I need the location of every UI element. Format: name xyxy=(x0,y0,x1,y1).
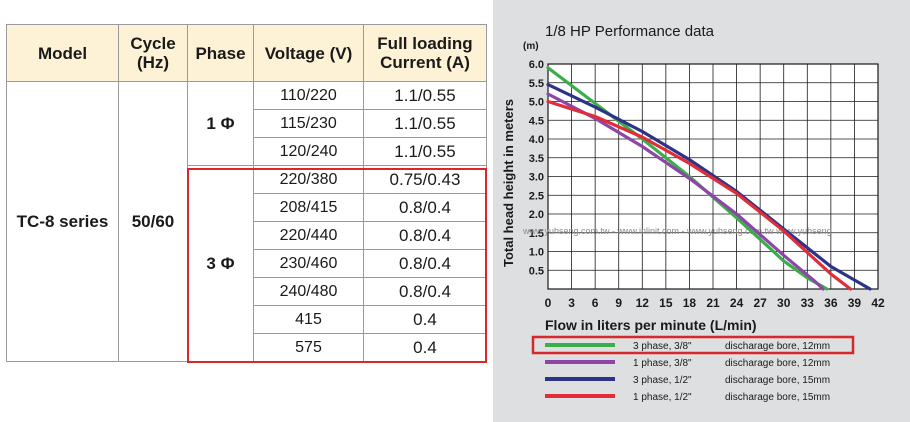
legend-series-desc: discharage bore, 15mm xyxy=(725,392,830,403)
legend-series-name: 1 phase, 1/2" xyxy=(633,392,692,403)
voltage-cell: 220/440 xyxy=(253,221,364,250)
header-phase: Phase xyxy=(187,24,254,82)
x-tick-label: 24 xyxy=(730,296,744,310)
y-tick-label: 4.0 xyxy=(529,134,544,146)
legend-series-name: 1 phase, 3/8" xyxy=(633,358,692,369)
current-cell: 1.1/0.55 xyxy=(363,81,487,110)
model-cell: TC-8 series xyxy=(6,81,119,362)
x-tick-label: 18 xyxy=(683,296,697,310)
legend-series-name: 3 phase, 1/2" xyxy=(633,375,692,386)
table-row: TC-8 series 50/60 1 Φ 110/220 1.1/0.55 xyxy=(6,81,487,362)
legend-highlight-box xyxy=(531,335,855,355)
performance-curves xyxy=(546,66,872,291)
x-tick-label: 6 xyxy=(592,296,599,310)
header-model: Model xyxy=(6,24,119,82)
table-row: 230/460 0.8/0.4 xyxy=(7,249,487,278)
header-cycle: Cycle (Hz) xyxy=(118,24,188,82)
y-axis-title: Total head height in meters xyxy=(501,99,516,267)
y-tick-label: 0.5 xyxy=(529,265,544,277)
table-row: 120/240 1.1/0.55 xyxy=(7,137,487,166)
x-tick-label: 30 xyxy=(777,296,791,310)
y-tick-label: 5.0 xyxy=(529,97,544,109)
y-tick-label: 5.5 xyxy=(529,78,544,90)
header-current: Full loading Current (A) xyxy=(363,24,487,82)
y-tick-label: 3.0 xyxy=(529,172,544,184)
x-tick-label: 27 xyxy=(753,296,767,310)
x-tick-label: 12 xyxy=(636,296,650,310)
series-line xyxy=(546,82,872,291)
y-tick-label: 1.0 xyxy=(529,247,544,259)
x-tick-label: 33 xyxy=(801,296,815,310)
current-cell: 0.8/0.4 xyxy=(363,193,487,222)
y-tick-label: 3.5 xyxy=(529,153,544,165)
legend-series-desc: discharage bore, 12mm xyxy=(725,358,830,369)
header-voltage: Voltage (V) xyxy=(253,24,364,82)
table-row: 220/440 0.8/0.4 xyxy=(7,221,487,250)
series-line xyxy=(546,92,825,291)
performance-chart-panel: 1/8 HP Performance data (m) Total head h… xyxy=(493,0,910,422)
current-cell: 1.1/0.55 xyxy=(363,109,487,138)
y-tick-label: 2.5 xyxy=(529,190,544,202)
y-tick-labels: 0.5 1.0 1.5 2.0 2.5 3.0 3.5 4.0 4.5 5.0 5.5 6.0 xyxy=(529,59,544,277)
voltage-cell: 575 xyxy=(253,333,364,362)
current-cell: 0.8/0.4 xyxy=(363,221,487,250)
x-tick-label: 0 xyxy=(545,296,552,310)
table-row: 115/230 1.1/0.55 xyxy=(7,109,487,138)
voltage-cell: 110/220 xyxy=(253,81,364,110)
x-tick-label: 21 xyxy=(706,296,720,310)
voltage-cell: 120/240 xyxy=(253,137,364,166)
legend-series-desc: discharage bore, 12mm xyxy=(725,341,830,352)
y-tick-label: 2.0 xyxy=(529,209,544,221)
legend-series-desc: discharage bore, 15mm xyxy=(725,375,830,386)
performance-chart: 1/8 HP Performance data (m) Total head h… xyxy=(501,23,885,403)
chart-title: 1/8 HP Performance data xyxy=(545,23,715,40)
phase-single-cell: 1 Φ xyxy=(187,81,254,166)
legend-series-name: 3 phase, 3/8" xyxy=(633,341,692,352)
y-tick-label: 4.5 xyxy=(529,115,544,127)
grid-lines xyxy=(547,63,879,289)
voltage-cell: 240/480 xyxy=(253,277,364,306)
legend: 3 phase, 3/8" discharage bore, 12mm 1 phas… xyxy=(545,341,830,403)
table-row: 575 0.4 xyxy=(7,333,487,362)
watermark-text: www.yuhseng.com.tw - www.inlinit.com - w… xyxy=(522,226,832,236)
x-axis-title: Flow in liters per minute (L/min) xyxy=(545,317,757,333)
current-cell: 0.4 xyxy=(363,333,487,362)
current-cell: 0.8/0.4 xyxy=(363,249,487,278)
y-tick-label: 6.0 xyxy=(529,59,544,71)
voltage-cell: 230/460 xyxy=(253,249,364,278)
x-tick-label: 3 xyxy=(568,296,575,310)
x-tick-label: 42 xyxy=(871,296,885,310)
cycle-cell: 50/60 xyxy=(118,81,188,362)
table-row: 208/415 0.8/0.4 xyxy=(7,193,487,222)
spec-table: Model Cycle (Hz) Phase Voltage (V) Full … xyxy=(6,24,487,362)
series-line xyxy=(546,99,853,291)
x-tick-label: 15 xyxy=(659,296,673,310)
voltage-cell: 115/230 xyxy=(253,109,364,138)
y-tick-label: 1.5 xyxy=(529,228,544,240)
y-unit-label: (m) xyxy=(523,41,539,52)
x-tick-labels: 0 3 6 9 12 15 18 21 24 27 30 33 36 39 42 xyxy=(545,296,885,310)
current-cell: 1.1/0.55 xyxy=(363,137,487,166)
table-header-row: Model Cycle (Hz) Phase Voltage (V) Full … xyxy=(6,24,487,82)
x-tick-label: 39 xyxy=(848,296,862,310)
x-tick-label: 9 xyxy=(615,296,622,310)
three-phase-highlight-box xyxy=(187,168,487,363)
x-tick-label: 36 xyxy=(824,296,838,310)
